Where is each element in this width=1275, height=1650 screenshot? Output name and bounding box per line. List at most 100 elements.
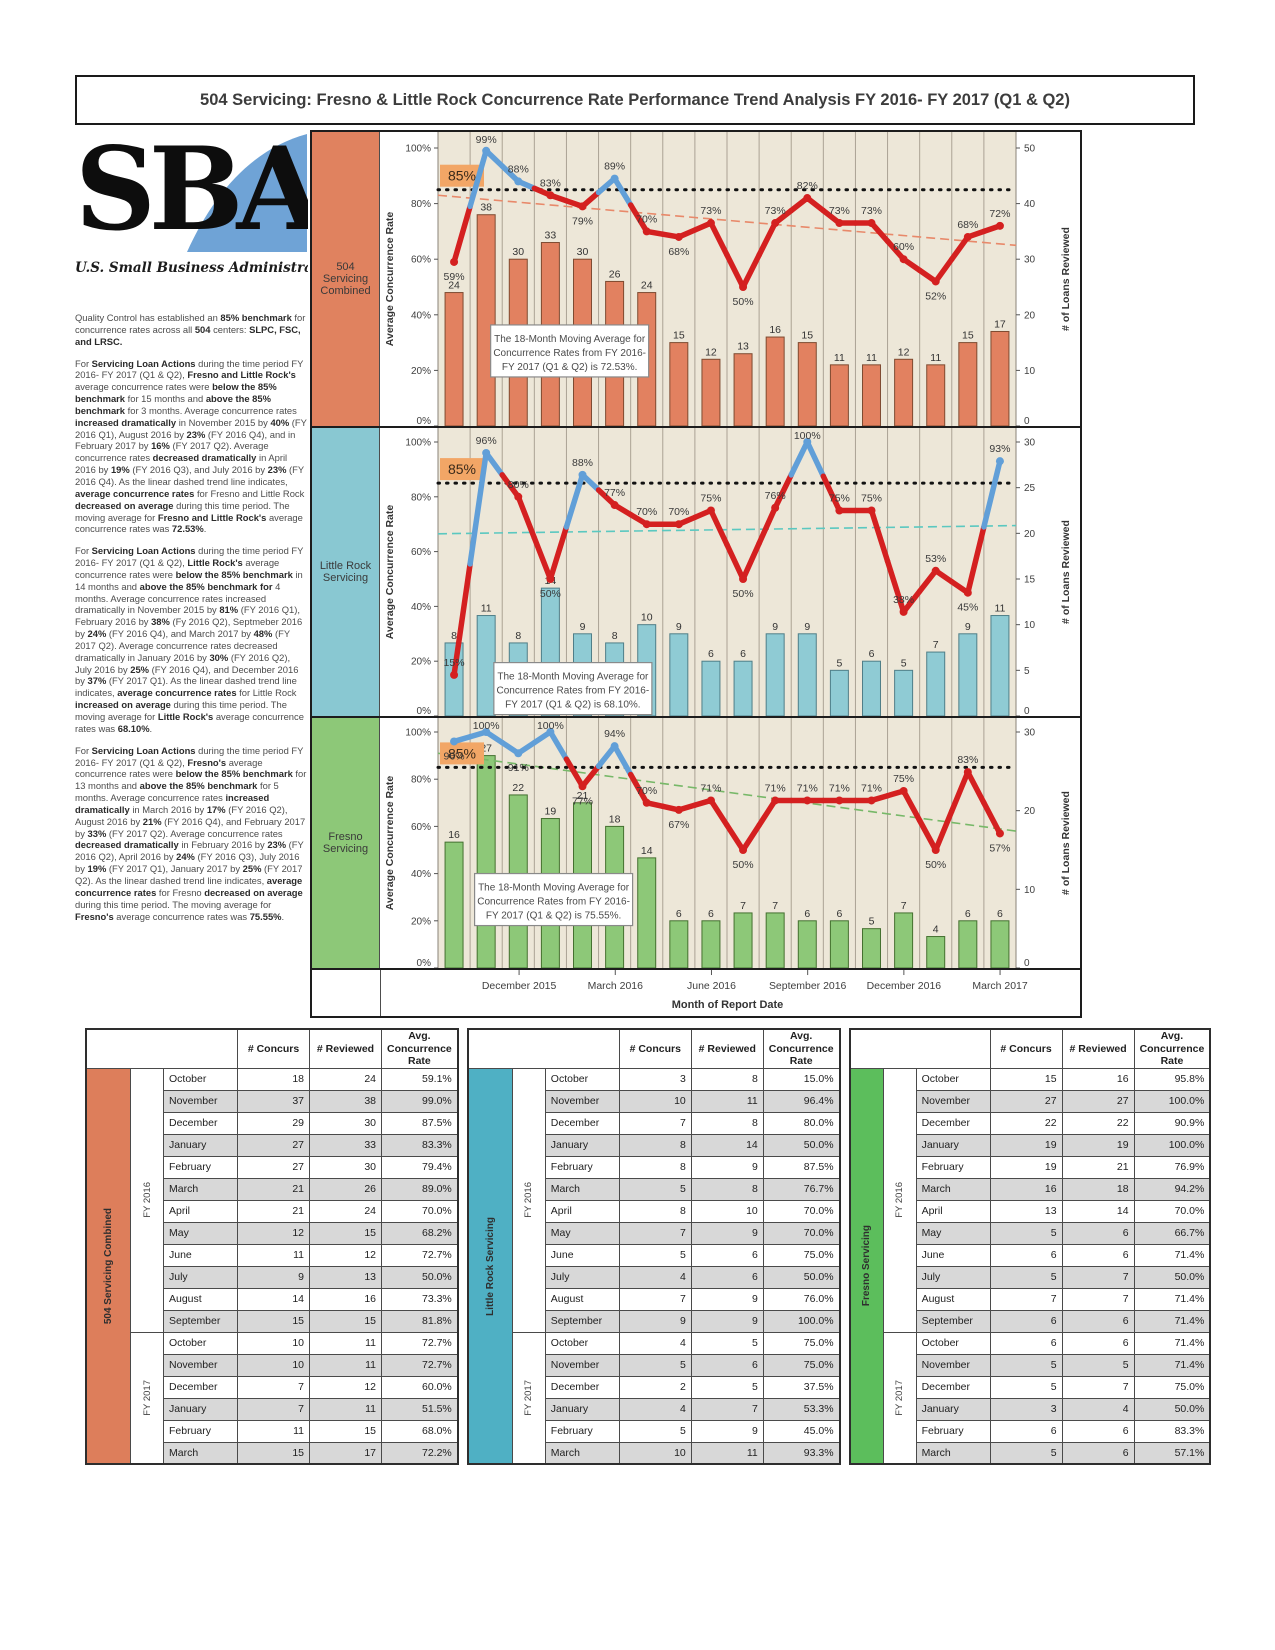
bar[interactable] bbox=[894, 912, 914, 968]
bar[interactable] bbox=[894, 358, 914, 426]
bar[interactable] bbox=[829, 920, 849, 968]
rate-point[interactable] bbox=[674, 232, 683, 241]
bar[interactable] bbox=[829, 364, 849, 426]
bar[interactable] bbox=[476, 214, 496, 426]
rate-point[interactable] bbox=[963, 768, 972, 777]
rate-point[interactable] bbox=[578, 202, 587, 211]
rate-point[interactable] bbox=[739, 846, 748, 854]
bar[interactable] bbox=[765, 912, 785, 968]
group-strip-label: 504 Servicing Combined bbox=[103, 1207, 114, 1325]
rate-point[interactable] bbox=[771, 219, 780, 228]
rate-point[interactable] bbox=[771, 796, 780, 805]
rate-point[interactable] bbox=[803, 194, 812, 203]
rate-point[interactable] bbox=[931, 566, 940, 575]
bar[interactable] bbox=[958, 633, 978, 716]
bar[interactable] bbox=[797, 342, 817, 426]
rate-point[interactable] bbox=[450, 670, 459, 679]
rate-point[interactable] bbox=[931, 846, 940, 854]
rate-point[interactable] bbox=[514, 177, 523, 186]
bar[interactable] bbox=[669, 342, 689, 426]
rate-point[interactable] bbox=[899, 255, 908, 264]
rate-point[interactable] bbox=[642, 227, 651, 236]
bar[interactable] bbox=[476, 615, 496, 716]
rate-point[interactable] bbox=[835, 506, 844, 515]
bar[interactable] bbox=[990, 920, 1010, 968]
bar[interactable] bbox=[701, 358, 721, 426]
bar[interactable] bbox=[701, 660, 721, 716]
rate-point[interactable] bbox=[610, 501, 619, 510]
bar[interactable] bbox=[765, 336, 785, 426]
bar[interactable] bbox=[444, 292, 464, 426]
rate-point[interactable] bbox=[995, 457, 1004, 466]
rate-point[interactable] bbox=[482, 448, 491, 457]
bar[interactable] bbox=[862, 928, 881, 968]
bar[interactable] bbox=[990, 615, 1010, 716]
rate-point[interactable] bbox=[803, 438, 812, 446]
bar[interactable] bbox=[926, 936, 946, 968]
rate-point[interactable] bbox=[867, 796, 876, 805]
rate-point[interactable] bbox=[610, 174, 619, 183]
rate-point[interactable] bbox=[546, 728, 555, 736]
bar[interactable] bbox=[797, 633, 817, 716]
rate-point[interactable] bbox=[642, 798, 651, 807]
rate-point[interactable] bbox=[706, 506, 715, 515]
rate-point[interactable] bbox=[450, 257, 459, 266]
rate-point[interactable] bbox=[706, 796, 715, 805]
rate-point[interactable] bbox=[642, 520, 651, 529]
rate-point[interactable] bbox=[546, 575, 555, 583]
rate-point[interactable] bbox=[514, 749, 523, 758]
bar[interactable] bbox=[990, 330, 1010, 426]
rate-point[interactable] bbox=[995, 829, 1004, 838]
rate-point[interactable] bbox=[482, 728, 491, 736]
bar[interactable] bbox=[862, 660, 881, 716]
rate-point[interactable] bbox=[450, 737, 459, 746]
rate-point[interactable] bbox=[995, 221, 1004, 230]
rate-point[interactable] bbox=[867, 219, 876, 228]
rate-point[interactable] bbox=[674, 805, 683, 814]
bar[interactable] bbox=[733, 353, 753, 426]
rate-point[interactable] bbox=[514, 492, 523, 501]
bar[interactable] bbox=[765, 633, 785, 716]
bar[interactable] bbox=[797, 920, 817, 968]
rate-point[interactable] bbox=[739, 575, 748, 583]
bar[interactable] bbox=[862, 364, 881, 426]
rate-point[interactable] bbox=[546, 191, 555, 200]
bar[interactable] bbox=[637, 857, 657, 968]
bar[interactable] bbox=[444, 642, 464, 716]
rate-line-segment bbox=[724, 252, 746, 290]
cell-month: March bbox=[544, 1177, 620, 1201]
bar[interactable] bbox=[669, 633, 689, 716]
rate-point[interactable] bbox=[610, 742, 619, 751]
bar[interactable] bbox=[829, 669, 849, 716]
bar[interactable] bbox=[958, 920, 978, 968]
text-run: for Little Rock bbox=[236, 687, 297, 699]
bar[interactable] bbox=[894, 669, 914, 716]
bar[interactable] bbox=[958, 342, 978, 426]
rate-point[interactable] bbox=[899, 607, 908, 616]
rate-point[interactable] bbox=[803, 796, 812, 805]
rate-point[interactable] bbox=[963, 588, 972, 597]
bar[interactable] bbox=[733, 660, 753, 716]
bar[interactable] bbox=[701, 920, 721, 968]
rate-point[interactable] bbox=[578, 470, 587, 479]
bar[interactable] bbox=[669, 920, 689, 968]
bar[interactable] bbox=[444, 841, 464, 968]
rate-point[interactable] bbox=[771, 503, 780, 512]
rate-point[interactable] bbox=[867, 506, 876, 515]
rate-point[interactable] bbox=[739, 283, 748, 291]
cell-month: September bbox=[915, 1309, 991, 1333]
bar[interactable] bbox=[926, 364, 946, 426]
rate-point[interactable] bbox=[674, 520, 683, 529]
rate-point[interactable] bbox=[931, 277, 940, 286]
rate-point[interactable] bbox=[835, 219, 844, 228]
rate-point[interactable] bbox=[899, 787, 908, 795]
rate-point[interactable] bbox=[963, 232, 972, 241]
bar[interactable] bbox=[926, 651, 946, 716]
rate-point[interactable] bbox=[706, 219, 715, 228]
rate-point[interactable] bbox=[835, 796, 844, 805]
rate-point[interactable] bbox=[578, 782, 587, 791]
rate-point[interactable] bbox=[482, 146, 491, 155]
bar[interactable] bbox=[733, 912, 753, 968]
bar[interactable] bbox=[476, 755, 496, 968]
bar-label: 11 bbox=[930, 352, 941, 364]
